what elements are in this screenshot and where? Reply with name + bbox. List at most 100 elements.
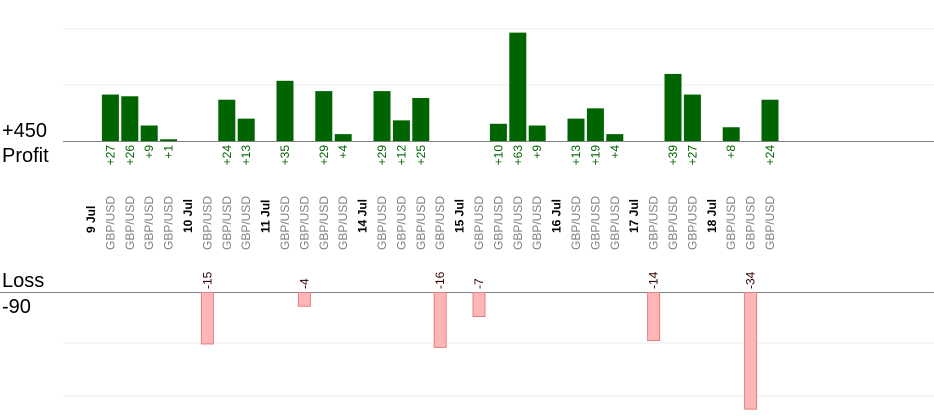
pair-label: GBP/USD — [162, 196, 176, 250]
profit-value-label: +19 — [588, 145, 602, 166]
profit-bar — [528, 125, 546, 141]
profit-value-label: +4 — [336, 145, 350, 159]
loss-bar — [647, 292, 661, 342]
profit-bar — [276, 80, 294, 141]
pair-label: GBP/USD — [608, 196, 622, 250]
profit-value-label: +13 — [569, 145, 583, 166]
profit-bar — [509, 32, 527, 141]
loss-value-label: -15 — [200, 271, 214, 289]
profit-value-label: +8 — [724, 145, 738, 159]
pair-label: GBP/USD — [530, 196, 544, 250]
pair-label: GBP/USD — [666, 196, 680, 250]
profit-value-label: +24 — [220, 145, 234, 166]
date-label: 9 Jul — [84, 206, 98, 233]
profit-value-label: +35 — [278, 145, 292, 166]
profit-bar — [761, 99, 779, 141]
pair-label: GBP/USD — [375, 196, 389, 250]
pair-label: GBP/USD — [317, 196, 331, 250]
profit-value-label: +29 — [317, 145, 331, 166]
profit-value-label: +13 — [239, 145, 253, 166]
profit-bar — [722, 127, 740, 141]
profit-axis-label: Profit — [2, 145, 49, 167]
loss-value-label: -16 — [433, 271, 447, 289]
pair-label: GBP/USD — [220, 196, 234, 250]
loss-value-label: -4 — [297, 278, 311, 289]
profit-bar — [412, 98, 430, 141]
profit-value-label: +63 — [511, 145, 525, 166]
pair-label: GBP/USD — [647, 196, 661, 250]
profit-bar — [334, 134, 352, 141]
loss-value-label: -14 — [647, 271, 661, 289]
date-label: 14 Jul — [356, 199, 370, 233]
pair-label: GBP/USD — [278, 196, 292, 250]
profit-value-label: +9 — [142, 145, 156, 159]
date-label: 15 Jul — [453, 199, 467, 233]
profit-bar — [140, 125, 158, 141]
pair-label: GBP/USD — [433, 196, 447, 250]
pair-label: GBP/USD — [744, 196, 758, 250]
loss-max-label: -90 — [2, 296, 31, 318]
pair-label: GBP/USD — [511, 196, 525, 250]
profit-bar — [121, 96, 139, 141]
profit-value-label: +27 — [685, 145, 699, 166]
profit-bar — [586, 108, 604, 141]
pair-label: GBP/USD — [297, 196, 311, 250]
loss-value-label: -7 — [472, 278, 486, 289]
pair-label: GBP/USD — [394, 196, 408, 250]
label-layer: 9 Jul GBP/USD +27 GBP/USD +26 GBP/USD +9 GBP/US… — [84, 145, 777, 289]
date-label: 10 Jul — [181, 199, 195, 233]
profit-bar — [606, 134, 624, 141]
date-label: 16 Jul — [550, 199, 564, 233]
loss-bar — [472, 292, 486, 318]
pair-label: GBP/USD — [724, 196, 738, 250]
loss-bar — [200, 292, 214, 345]
profit-bar — [567, 118, 585, 141]
pair-label: GBP/USD — [569, 196, 583, 250]
loss-bar — [297, 292, 311, 307]
pair-label: GBP/USD — [763, 196, 777, 250]
profit-bar — [373, 91, 391, 141]
pair-label: GBP/USD — [685, 196, 699, 250]
profit-bar — [683, 94, 701, 141]
profit-value-label: +27 — [103, 145, 117, 166]
profit-bar — [392, 120, 410, 141]
profit-bar — [489, 123, 507, 141]
profit-max-label: +450 — [2, 120, 48, 142]
loss-bar — [433, 292, 447, 348]
date-label: 11 Jul — [259, 200, 273, 233]
pair-label: GBP/USD — [588, 196, 602, 250]
profit-bar — [664, 73, 682, 141]
pair-label: GBP/USD — [491, 196, 505, 250]
profit-value-label: +26 — [123, 145, 137, 166]
loss-bar — [744, 292, 758, 410]
profit-value-label: +10 — [491, 145, 505, 166]
profit-bar — [160, 139, 178, 141]
date-label: 18 Jul — [705, 199, 719, 233]
date-label: 17 Jul — [627, 199, 641, 233]
profit-value-label: +9 — [530, 145, 544, 159]
pair-label: GBP/USD — [239, 196, 253, 250]
pair-label: GBP/USD — [200, 196, 214, 250]
pair-label: GBP/USD — [336, 196, 350, 250]
profit-bar — [237, 118, 255, 141]
profit-value-label: +25 — [414, 145, 428, 166]
loss-value-label: -34 — [744, 271, 758, 289]
profit-bar — [218, 99, 236, 141]
profit-bar — [101, 94, 119, 141]
pair-label: GBP/USD — [414, 196, 428, 250]
pair-label: GBP/USD — [472, 196, 486, 250]
profit-value-label: +12 — [394, 145, 408, 166]
profit-value-label: +24 — [763, 145, 777, 166]
profit-value-label: +1 — [162, 145, 176, 159]
profit-bar — [315, 91, 333, 141]
loss-axis-label: Loss — [2, 270, 45, 292]
pair-label: GBP/USD — [123, 196, 137, 250]
profit-value-label: +4 — [608, 145, 622, 159]
pair-label: GBP/USD — [103, 196, 117, 250]
profit-value-label: +39 — [666, 145, 680, 166]
profit-value-label: +29 — [375, 145, 389, 166]
bar-layer — [101, 32, 779, 410]
grid-layer — [0, 28, 934, 397]
pair-label: GBP/USD — [142, 196, 156, 250]
